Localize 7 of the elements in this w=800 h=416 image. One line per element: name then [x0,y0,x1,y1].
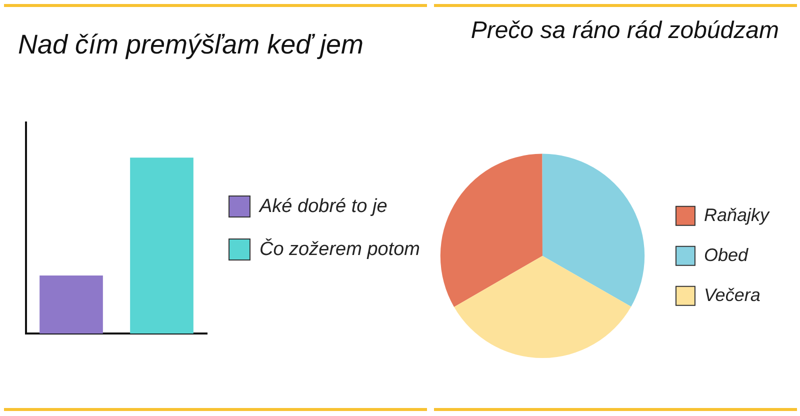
legend-label: Čo zožerem potom [259,238,420,260]
legend-label: Obed [704,244,749,265]
chart-title: Prečo sa ráno rád zobúdzam [470,17,779,44]
legend-label: Večera [704,284,760,305]
chart-title: Nad čím premýšľam keď jem [18,30,364,60]
legend-label: Aké dobré to je [258,196,388,217]
legend-label: Raňajky [704,204,770,225]
